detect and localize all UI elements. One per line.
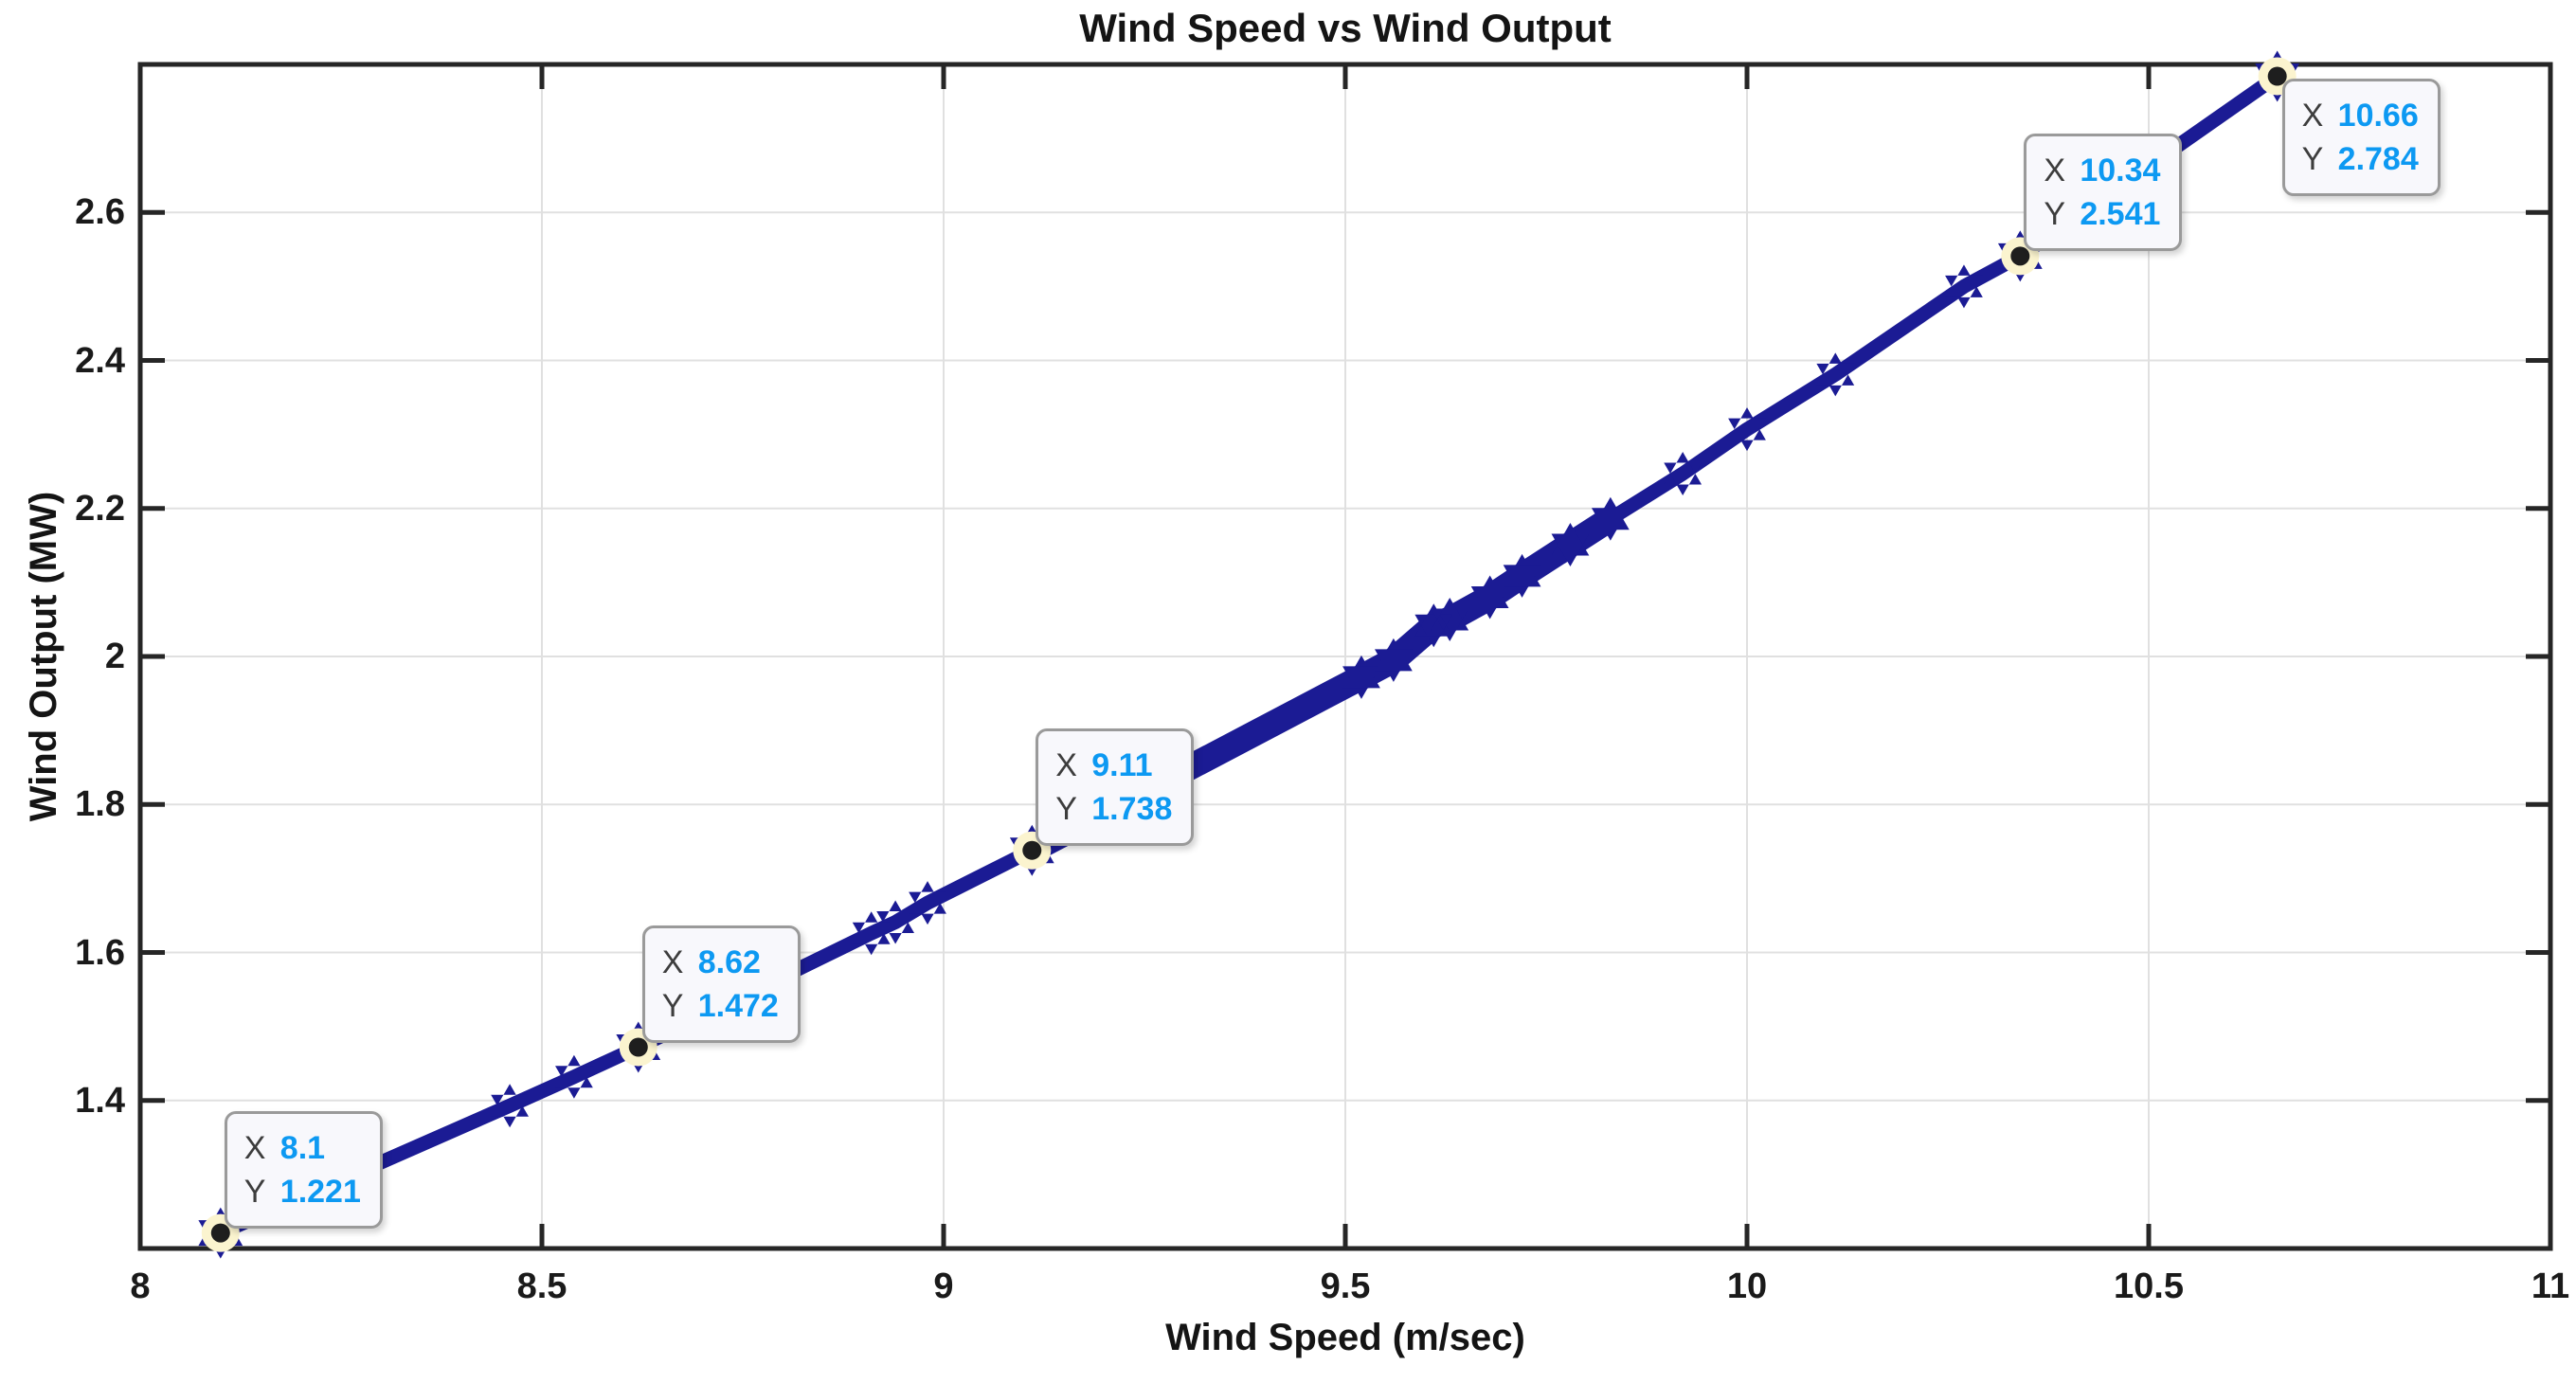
data-marker[interactable] bbox=[1664, 452, 1702, 496]
data-marker[interactable] bbox=[1816, 352, 1855, 397]
data-marker[interactable] bbox=[1470, 575, 1509, 620]
y-tick-label: 1.4 bbox=[75, 1080, 125, 1121]
datatip-x-prefix: X bbox=[661, 943, 684, 980]
datatip-y-value: 1.221 bbox=[279, 1173, 361, 1210]
y-tick-label: 2 bbox=[104, 637, 125, 676]
datatip-x-prefix: X bbox=[2301, 97, 2324, 134]
datatip-x-value: 10.66 bbox=[2337, 97, 2419, 134]
data-marker[interactable] bbox=[909, 881, 946, 925]
datatip-x-value: 9.11 bbox=[1091, 746, 1153, 783]
datatip-x-prefix: X bbox=[243, 1129, 266, 1166]
datatip-row: X 10.34 bbox=[2044, 149, 2160, 192]
x-tick-label: 8 bbox=[130, 1266, 151, 1306]
datatip-row: X 9.11 bbox=[1055, 744, 1172, 787]
datatip-x-value: 8.1 bbox=[279, 1129, 326, 1166]
datatip[interactable]: X 8.62 Y 1.472 bbox=[641, 925, 801, 1043]
data-marker[interactable] bbox=[1945, 264, 1983, 309]
chart-title: Wind Speed vs Wind Output bbox=[1079, 6, 1612, 50]
x-tick-label: 10.5 bbox=[2114, 1266, 2184, 1306]
datatip[interactable]: X 9.11 Y 1.738 bbox=[1036, 727, 1195, 846]
datatip[interactable]: X 8.1 Y 1.221 bbox=[224, 1110, 383, 1229]
data-marker[interactable] bbox=[852, 911, 891, 956]
datatip-y-prefix: Y bbox=[1055, 790, 1077, 827]
data-marker[interactable] bbox=[876, 900, 915, 944]
datatip-y-prefix: Y bbox=[661, 987, 684, 1024]
data-marker[interactable] bbox=[1551, 523, 1590, 567]
datatip-anchor-dot[interactable] bbox=[2010, 246, 2030, 266]
data-marker[interactable] bbox=[1342, 655, 1380, 699]
x-tick-label: 10 bbox=[1726, 1266, 1768, 1306]
axes-box bbox=[137, 62, 2553, 1251]
y-tick-label: 2.6 bbox=[75, 192, 125, 233]
datatip-row: Y 1.221 bbox=[244, 1170, 361, 1213]
datatip-y-value: 2.784 bbox=[2337, 140, 2419, 177]
datatip-row: X 8.62 bbox=[662, 941, 779, 984]
data-line bbox=[213, 69, 2285, 1241]
x-tick-label: 8.5 bbox=[516, 1266, 567, 1306]
datatip[interactable]: X 10.34 Y 2.541 bbox=[2024, 134, 2183, 252]
datatip-y-prefix: Y bbox=[2301, 140, 2324, 177]
datatip-y-value: 2.541 bbox=[2080, 196, 2161, 233]
data-marker[interactable] bbox=[1431, 597, 1469, 641]
data-marker[interactable] bbox=[555, 1054, 593, 1099]
datatip-y-prefix: Y bbox=[2044, 196, 2065, 233]
data-marker[interactable] bbox=[1414, 603, 1453, 648]
datatip-anchor-dot[interactable] bbox=[2267, 66, 2287, 86]
y-tick-label: 2.2 bbox=[75, 488, 125, 529]
x-axis-label: Wind Speed (m/sec) bbox=[1165, 1317, 1525, 1358]
datatip-x-value: 10.34 bbox=[2080, 153, 2161, 189]
datatip-x-prefix: X bbox=[1055, 746, 1077, 783]
data-marker[interactable] bbox=[1374, 638, 1413, 682]
datatip-row: Y 1.738 bbox=[1055, 787, 1172, 831]
y-tick-label: 2.4 bbox=[75, 340, 125, 381]
data-marker[interactable] bbox=[1728, 407, 1766, 452]
data-marker[interactable] bbox=[491, 1084, 529, 1128]
datatip-y-value: 1.472 bbox=[697, 987, 779, 1024]
datatip-row: Y 1.472 bbox=[662, 984, 779, 1028]
datatip-y-prefix: Y bbox=[243, 1173, 266, 1210]
datatip-row: X 10.66 bbox=[2302, 94, 2419, 137]
y-tick-label: 1.8 bbox=[75, 784, 125, 825]
x-tick-label: 11 bbox=[2531, 1266, 2570, 1306]
datatip-row: Y 2.784 bbox=[2302, 137, 2419, 181]
datatip-row: X 8.1 bbox=[244, 1126, 361, 1170]
datatip-y-value: 1.738 bbox=[1091, 790, 1173, 827]
datatip-anchor-dot[interactable] bbox=[210, 1223, 230, 1243]
x-tick-label: 9 bbox=[933, 1266, 954, 1306]
datatip[interactable]: X 10.66 Y 2.784 bbox=[2281, 78, 2441, 196]
datatip-x-prefix: X bbox=[2044, 153, 2065, 189]
datatip-row: Y 2.541 bbox=[2044, 192, 2160, 236]
data-marker[interactable] bbox=[1591, 496, 1630, 541]
datatip-anchor-dot[interactable] bbox=[1022, 840, 1042, 860]
data-marker[interactable] bbox=[1503, 553, 1541, 598]
x-tick-label: 9.5 bbox=[1320, 1266, 1371, 1306]
datatip-x-value: 8.62 bbox=[697, 943, 761, 980]
datatip-anchor-dot[interactable] bbox=[628, 1037, 648, 1057]
y-tick-label: 1.6 bbox=[75, 932, 125, 973]
